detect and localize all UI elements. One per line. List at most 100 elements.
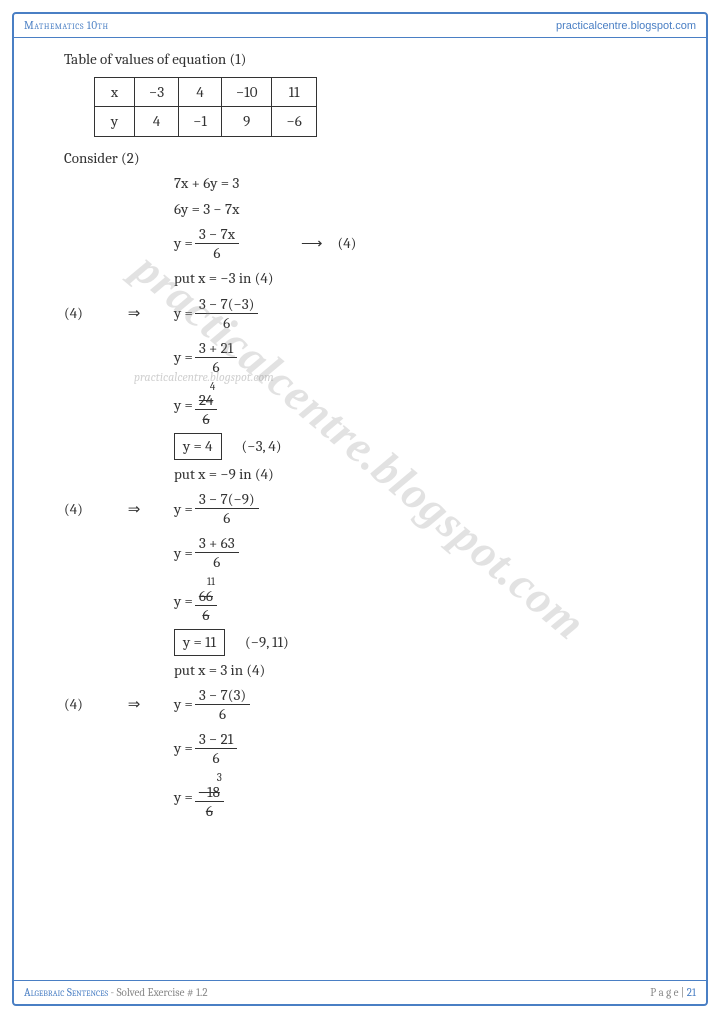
cell: −1 xyxy=(179,107,222,137)
eq-text: 7x + 6y = 3 xyxy=(174,172,239,195)
eq-line: put x = −9 in (4) xyxy=(64,463,656,486)
eq-line: put x = 3 in (4) xyxy=(64,659,656,682)
eq-lhs: y = xyxy=(174,346,193,369)
eq-ref: (4) xyxy=(337,232,356,255)
cell: x xyxy=(95,77,135,107)
numerator: 3 − 21 xyxy=(195,730,237,749)
numerator: 3 + 21 xyxy=(195,339,237,358)
eq-ref: (4) xyxy=(64,498,119,521)
point-note: (−9, 11) xyxy=(245,631,289,654)
page-border: Mathematics 10th practicalcentre.blogspo… xyxy=(12,12,708,1006)
numerator: 24 xyxy=(195,391,217,410)
eq-line: y = 4 (−3, 4) xyxy=(64,433,656,460)
implies-icon: ⇒ xyxy=(119,498,149,521)
footer-bar: Algebraic Sentences - Solved Exercise # … xyxy=(14,980,706,1004)
eq-lhs: y = xyxy=(174,786,193,809)
numerator: 3 + 63 xyxy=(195,534,239,553)
eq-ref: (4) xyxy=(64,693,119,716)
eq-line: y = 11 66 6 xyxy=(64,576,656,626)
eq-ref: (4) xyxy=(64,302,119,325)
numerator: 3 − 7x xyxy=(195,225,239,244)
eq-text: put x = 3 in (4) xyxy=(174,659,265,682)
table-title: Table of values of equation (1) xyxy=(64,48,656,71)
fraction: 11 66 6 xyxy=(195,578,217,624)
eq-lhs: y = xyxy=(174,232,193,255)
cell: y xyxy=(95,107,135,137)
eq-lhs: y = xyxy=(174,498,193,521)
eq-lhs: y = xyxy=(174,693,193,716)
fraction: 3 − 21 6 xyxy=(195,730,237,767)
header-subject: Mathematics 10th xyxy=(24,19,109,32)
arrow-icon: ⟶ xyxy=(301,232,323,255)
denominator: 6 xyxy=(195,509,259,527)
eq-text: put x = −9 in (4) xyxy=(174,463,274,486)
eq-line: y = 3 + 63 6 xyxy=(64,532,656,573)
fraction: 4 24 6 xyxy=(195,383,217,429)
denominator: 6 xyxy=(195,244,239,262)
eq-line: y = 3 −18 6 xyxy=(64,772,656,822)
cell: 4 xyxy=(135,107,179,137)
consider-label: Consider (2) xyxy=(64,147,656,170)
table-row: x −3 4 −10 11 xyxy=(95,77,317,107)
denominator: 6 xyxy=(195,410,217,428)
eq-text: 6y = 3 − 7x xyxy=(174,198,239,221)
page-content: practicalcentre.blogspot.com practicalce… xyxy=(14,38,706,855)
denominator: 6 xyxy=(195,553,239,571)
eq-line: y = 11 (−9, 11) xyxy=(64,629,656,656)
eq-lhs: y = xyxy=(174,302,193,325)
denominator: 6 xyxy=(195,749,237,767)
numerator: 3 − 7(3) xyxy=(195,686,250,705)
fraction: 3 − 7(−9) 6 xyxy=(195,490,259,527)
numerator: 66 xyxy=(195,587,217,606)
fraction: 3 −18 6 xyxy=(195,774,224,820)
cell: 11 xyxy=(272,77,316,107)
eq-line: y = 3 + 21 6 xyxy=(64,337,656,378)
eq-text: put x = −3 in (4) xyxy=(174,267,274,290)
denominator: 6 xyxy=(195,802,224,820)
eq-lhs: y = xyxy=(174,590,193,613)
chapter-name: Algebraic Sentences xyxy=(24,986,108,999)
implies-icon: ⇒ xyxy=(119,693,149,716)
numerator: 3 − 7(−9) xyxy=(195,490,259,509)
boxed-result: y = 4 xyxy=(174,433,222,460)
boxed-result: y = 11 xyxy=(174,629,225,656)
fraction: 3 − 7x 6 xyxy=(195,225,239,262)
cell: −3 xyxy=(135,77,179,107)
fraction: 3 − 7(−3) 6 xyxy=(195,295,259,332)
eq-line: y = 4 24 6 xyxy=(64,381,656,431)
eq-line: (4) ⇒ y = 3 − 7(−3) 6 xyxy=(64,293,656,334)
cancel-result: 3 xyxy=(195,774,224,783)
implies-icon: ⇒ xyxy=(119,302,149,325)
eq-line: 6y = 3 − 7x xyxy=(64,198,656,221)
cell: −10 xyxy=(221,77,272,107)
eq-line: y = 3 − 21 6 xyxy=(64,728,656,769)
header-url: practicalcentre.blogspot.com xyxy=(556,20,696,32)
values-table: x −3 4 −10 11 y 4 −1 9 −6 xyxy=(94,77,656,137)
eq-lhs: y = xyxy=(174,737,193,760)
eq-line: y = 3 − 7x 6 ⟶ (4) xyxy=(64,223,656,264)
cell: 4 xyxy=(179,77,222,107)
cell: −6 xyxy=(272,107,316,137)
denominator: 6 xyxy=(195,705,250,723)
page-label: P a g e | xyxy=(650,986,684,999)
header-bar: Mathematics 10th practicalcentre.blogspo… xyxy=(14,14,706,38)
point-note: (−3, 4) xyxy=(242,435,282,458)
denominator: 6 xyxy=(195,606,217,624)
cancel-result: 11 xyxy=(195,578,217,587)
eq-line: 7x + 6y = 3 xyxy=(64,172,656,195)
denominator: 6 xyxy=(195,314,259,332)
fraction: 3 + 63 6 xyxy=(195,534,239,571)
eq-line: put x = −3 in (4) xyxy=(64,267,656,290)
cell: 9 xyxy=(221,107,272,137)
eq-line: (4) ⇒ y = 3 − 7(−9) 6 xyxy=(64,488,656,529)
numerator: −18 xyxy=(195,783,224,802)
numerator: 3 − 7(−3) xyxy=(195,295,259,314)
exercise-name: - Solved Exercise # 1.2 xyxy=(108,986,207,999)
footer-page: P a g e | 21 xyxy=(650,986,696,999)
fraction: 3 − 7(3) 6 xyxy=(195,686,250,723)
eq-lhs: y = xyxy=(174,394,193,417)
fraction: 3 + 21 6 xyxy=(195,339,237,376)
denominator: 6 xyxy=(195,358,237,376)
eq-lhs: y = xyxy=(174,542,193,565)
footer-chapter: Algebraic Sentences - Solved Exercise # … xyxy=(24,986,208,999)
